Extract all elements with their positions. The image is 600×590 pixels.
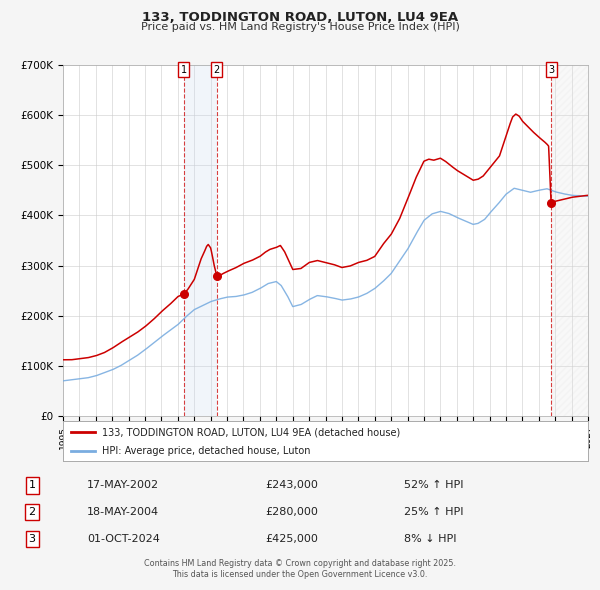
- Text: Price paid vs. HM Land Registry's House Price Index (HPI): Price paid vs. HM Land Registry's House …: [140, 22, 460, 32]
- Text: HPI: Average price, detached house, Luton: HPI: Average price, detached house, Luto…: [103, 447, 311, 456]
- Text: 3: 3: [29, 534, 35, 544]
- Text: 17-MAY-2002: 17-MAY-2002: [87, 480, 159, 490]
- Text: This data is licensed under the Open Government Licence v3.0.: This data is licensed under the Open Gov…: [172, 571, 428, 579]
- Text: 25% ↑ HPI: 25% ↑ HPI: [404, 507, 463, 517]
- Text: £280,000: £280,000: [265, 507, 319, 517]
- Text: 1: 1: [181, 65, 187, 75]
- Bar: [184, 65, 217, 416]
- Text: 52% ↑ HPI: 52% ↑ HPI: [404, 480, 463, 490]
- Text: 1: 1: [29, 480, 35, 490]
- Text: 3: 3: [548, 65, 554, 75]
- Text: 18-MAY-2004: 18-MAY-2004: [87, 507, 159, 517]
- Bar: [551, 65, 588, 416]
- Text: 133, TODDINGTON ROAD, LUTON, LU4 9EA: 133, TODDINGTON ROAD, LUTON, LU4 9EA: [142, 11, 458, 24]
- Text: 01-OCT-2024: 01-OCT-2024: [87, 534, 160, 544]
- Text: 133, TODDINGTON ROAD, LUTON, LU4 9EA (detached house): 133, TODDINGTON ROAD, LUTON, LU4 9EA (de…: [103, 428, 401, 438]
- Text: 8% ↓ HPI: 8% ↓ HPI: [404, 534, 456, 544]
- Text: £425,000: £425,000: [265, 534, 319, 544]
- Text: Contains HM Land Registry data © Crown copyright and database right 2025.: Contains HM Land Registry data © Crown c…: [144, 559, 456, 568]
- Text: 2: 2: [214, 65, 220, 75]
- Text: £243,000: £243,000: [265, 480, 319, 490]
- Text: 2: 2: [29, 507, 36, 517]
